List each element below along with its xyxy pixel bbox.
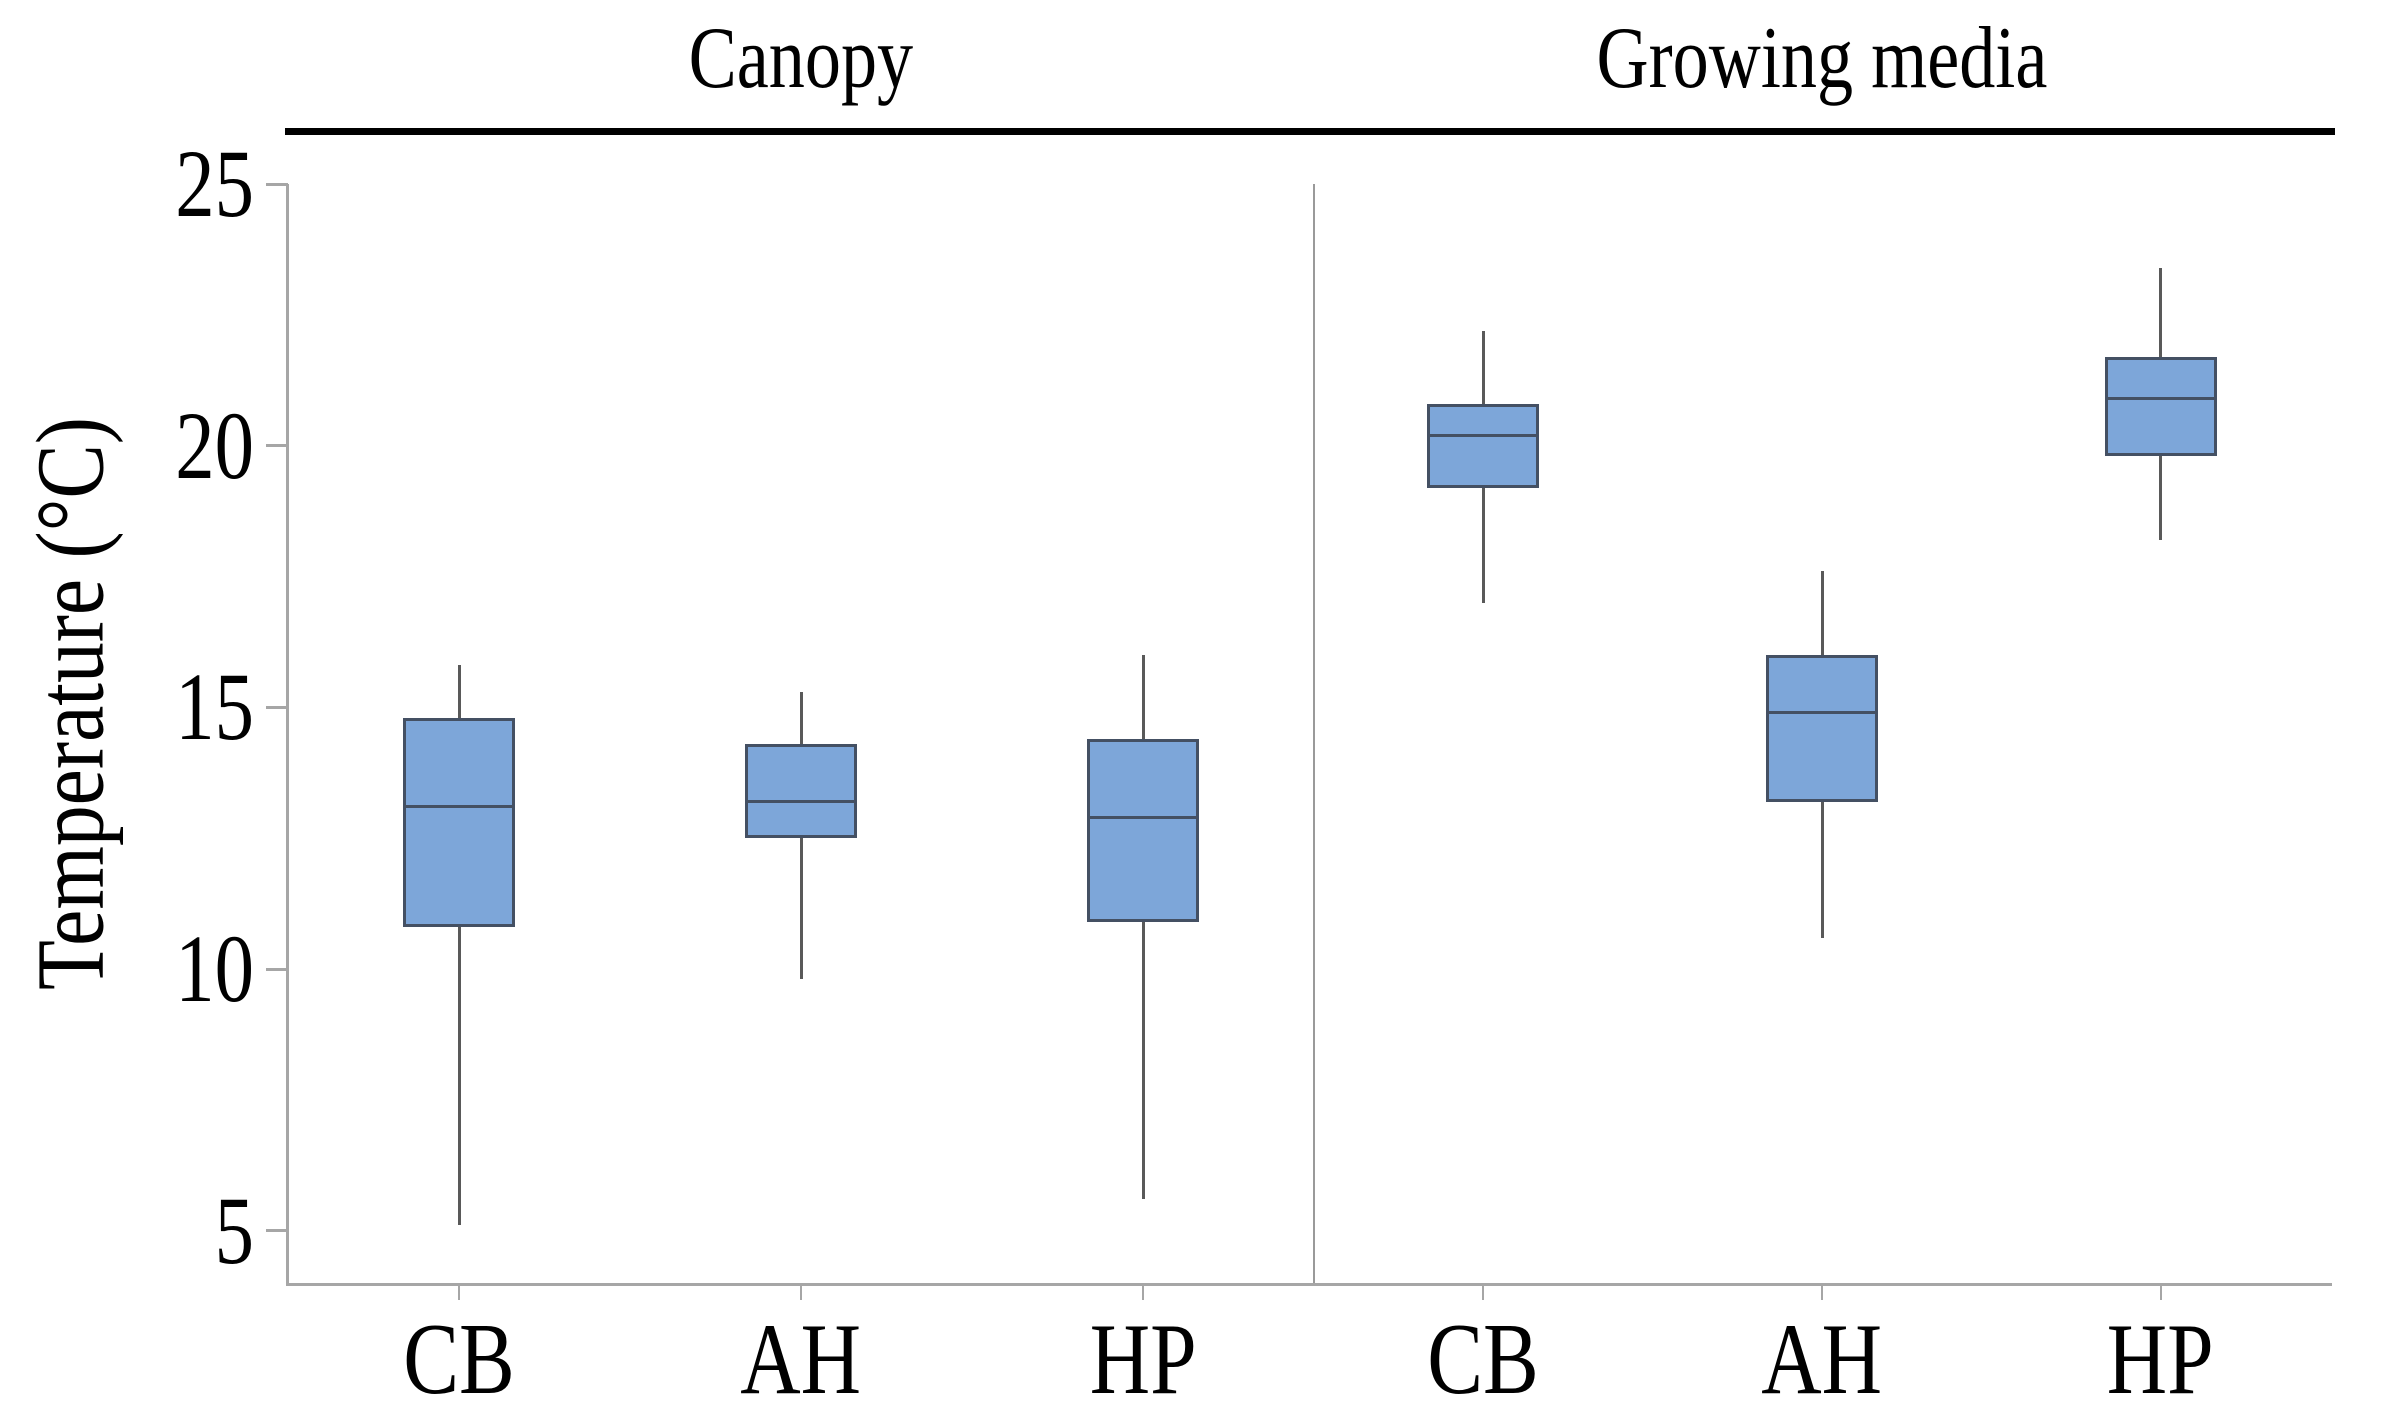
- x-axis-spine: [286, 1283, 2332, 1286]
- x-label-gm-cb: CB: [1333, 1305, 1633, 1415]
- median-gm-ah: [1766, 711, 1878, 715]
- y-axis-spine: [286, 184, 289, 1285]
- x-label-canopy-hp: HP: [993, 1305, 1293, 1415]
- panel-title-canopy-text: Canopy: [688, 10, 914, 107]
- y-tick-label-10-text: 10: [175, 915, 254, 1022]
- y-tick-20: [266, 444, 288, 448]
- y-tick-15: [266, 705, 288, 709]
- y-tick-label-10: 10: [0, 914, 254, 1024]
- panel-title-growing-media-text: Growing media: [1596, 10, 2048, 107]
- median-gm-hp: [2104, 397, 2217, 401]
- header-rule: [285, 128, 2335, 135]
- x-label-canopy-cb-text: CB: [403, 1303, 515, 1416]
- whisker-canopy-hp: [1141, 655, 1145, 1200]
- panel-divider: [1313, 184, 1315, 1283]
- x-tick-gm-ah: [1821, 1285, 1823, 1300]
- y-tick-25: [266, 182, 288, 186]
- x-label-canopy-hp-text: HP: [1089, 1303, 1197, 1416]
- y-tick-label-15: 15: [0, 652, 254, 762]
- box-canopy-hp: [1087, 738, 1199, 922]
- box-canopy-cb: [403, 717, 515, 928]
- panel-title-growing-media: Growing media: [1422, 8, 2222, 109]
- box-canopy-ah: [745, 743, 857, 839]
- median-canopy-cb: [403, 805, 515, 809]
- y-tick-label-20-text: 20: [175, 391, 254, 499]
- median-canopy-ah: [745, 800, 857, 804]
- box-gm-ah: [1766, 655, 1878, 802]
- x-tick-gm-hp: [2159, 1285, 2162, 1300]
- y-tick-label-25-text: 25: [175, 130, 254, 237]
- y-tick-label-5: 5: [0, 1176, 254, 1286]
- panel-title-canopy: Canopy: [401, 8, 1201, 109]
- y-tick-label-15-text: 15: [175, 653, 254, 761]
- y-tick-10: [266, 967, 288, 971]
- median-gm-cb: [1427, 433, 1540, 437]
- y-tick-label-5-text: 5: [214, 1176, 254, 1284]
- x-label-gm-hp-text: HP: [2107, 1303, 2215, 1416]
- x-label-gm-ah: AH: [1672, 1305, 1972, 1415]
- x-label-canopy-ah-text: AH: [740, 1303, 862, 1416]
- x-tick-canopy-ah: [800, 1285, 802, 1300]
- y-tick-label-25: 25: [0, 129, 254, 239]
- x-label-canopy-cb: CB: [309, 1305, 609, 1415]
- box-gm-cb: [1427, 403, 1540, 488]
- x-tick-canopy-cb: [458, 1285, 460, 1300]
- median-canopy-hp: [1087, 815, 1199, 819]
- x-tick-gm-cb: [1482, 1285, 1485, 1300]
- y-tick-label-20: 20: [0, 391, 254, 501]
- y-tick-5: [266, 1229, 288, 1233]
- x-label-gm-ah-text: AH: [1761, 1303, 1883, 1416]
- box-gm-hp: [2104, 356, 2217, 457]
- x-label-gm-hp: HP: [2011, 1305, 2311, 1415]
- x-label-canopy-ah: AH: [651, 1305, 951, 1415]
- whisker-canopy-cb: [457, 665, 461, 1226]
- x-label-gm-cb-text: CB: [1427, 1303, 1540, 1416]
- x-tick-canopy-hp: [1142, 1285, 1144, 1300]
